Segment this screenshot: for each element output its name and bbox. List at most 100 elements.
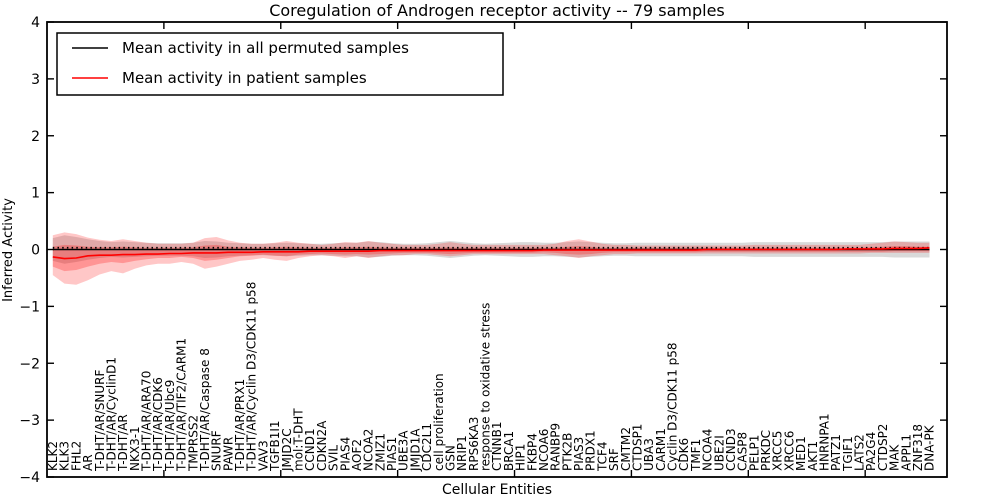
y-tick-label: 3 [31, 72, 40, 88]
x-tick-label: HIP1 [514, 444, 528, 471]
x-tick-label: LATS2 [853, 434, 867, 471]
line-patient-mean [52, 247, 930, 260]
legend-label-permuted: Mean activity in all permuted samples [122, 39, 409, 57]
x-tick-label: KLK3 [58, 441, 72, 471]
x-tick-labels: KLK2KLK3FHL2ART-DHT/AR/SNURFT-DHT/AR/Cyc… [46, 282, 937, 472]
x-tick-label: NCOA2 [362, 429, 376, 471]
y-tick-label: 2 [31, 129, 40, 145]
x-tick-label: PTK2B [560, 433, 574, 471]
y-tick-labels: −4 −3 −2 −1 0 1 2 3 4 [19, 15, 40, 486]
x-tick-label: T-DHT/AR/Caspase 8 [198, 348, 212, 472]
x-tick-label: TCF4 [595, 441, 609, 472]
y-tick-label: 0 [31, 243, 40, 259]
legend-box [56, 32, 504, 96]
x-tick-label: T-DHT/AR [116, 414, 130, 472]
x-axis-label: Cellular Entities [442, 482, 552, 498]
x-tick-label: GSN [443, 445, 457, 471]
x-tick-label: RANBP9 [549, 423, 563, 471]
x-tick-label: T-DHT/AR/ARA70 [140, 371, 154, 472]
x-tick-label: AR [81, 454, 95, 471]
x-tick-label: JMJD2C [280, 428, 294, 472]
x-tick-label: PIAS4 [338, 437, 352, 471]
y-tick-label: −2 [19, 356, 40, 372]
x-tick-label: XRCC5 [771, 431, 785, 471]
x-tick-label: T-DHT/AR/CyclinD1 [105, 357, 119, 472]
x-tick-label: PIAS3 [572, 437, 586, 471]
x-tick-label: CCND1 [303, 428, 317, 471]
x-tick-label: ZNF318 [911, 424, 925, 471]
x-tick-label: HNRNPA1 [818, 413, 832, 471]
x-tick-label: SVIL [327, 445, 341, 471]
x-tick-label: cell proliferation [432, 373, 446, 471]
x-tick-label: NKX3-1 [128, 426, 142, 471]
x-tick-label: PAWR [221, 437, 235, 471]
x-tick-label: PA2G4 [864, 432, 878, 471]
x-tick-label: JMJD1A [408, 428, 422, 472]
x-tick-label: DNA-PK [923, 424, 937, 471]
x-tick-label: XRCC6 [782, 431, 796, 471]
x-tick-label: PIAS1 [385, 437, 399, 471]
x-tick-label: UBE3A [397, 430, 411, 471]
x-tick-label: PELP1 [747, 435, 761, 471]
x-tick-label: KLK2 [46, 441, 60, 471]
x-tick-label: mol:T-DHT [292, 408, 306, 471]
y-tick-label: −4 [19, 470, 40, 486]
x-tick-label: PATZ1 [829, 434, 843, 471]
x-tick-label: NRIP1 [455, 435, 469, 471]
x-tick-label: CARM1 [654, 428, 668, 471]
x-tick-label: CMTM2 [619, 427, 633, 471]
x-tick-label: UBA3 [642, 438, 656, 471]
y-tick-label: −3 [19, 413, 40, 429]
series-lines [52, 246, 930, 260]
y-tick-label: 1 [31, 186, 40, 202]
x-tick-label: PRKDC [759, 430, 773, 471]
x-tick-label: CTNNB1 [490, 421, 504, 471]
x-tick-label: CDK6 [677, 438, 691, 471]
axis-ticks [47, 21, 947, 478]
x-tick-label: T-DHT/AR/TIF2/CARM1 [175, 338, 189, 472]
legend: Mean activity in all permuted samples Me… [56, 32, 504, 96]
x-tick-label: CTDSP2 [876, 424, 890, 471]
band-patient-range-outer [52, 232, 930, 285]
x-tick-label: T-DHT/AR/SNURF [93, 370, 107, 473]
x-tick-label: T-DHT/AR/Cyclin D3/CDK11 p58 [245, 282, 259, 472]
x-tick-label: NCOA4 [701, 429, 715, 471]
x-tick-label: CCND3 [724, 428, 738, 471]
y-tick-label: −1 [19, 299, 40, 315]
x-tick-label: T-DHT/AR/CDK6 [151, 377, 165, 472]
x-tick-label: NCOA6 [537, 429, 551, 471]
x-tick-label: TGFB1I1 [268, 420, 282, 472]
x-tick-label: SNURF [210, 430, 224, 471]
x-tick-label: Cyclin D3/CDK11 p58 [666, 342, 680, 471]
x-tick-label: T-DHT/AR/PRX1 [233, 379, 247, 472]
x-tick-label: MED1 [794, 436, 808, 471]
y-axis-label: Inferred Activity [1, 198, 16, 302]
x-tick-label: CASP8 [736, 432, 750, 471]
x-tick-label: CTDSP1 [631, 424, 645, 471]
x-tick-label: CDC2L1 [420, 423, 434, 471]
y-tick-label: 4 [31, 15, 40, 31]
x-tick-label: AOF2 [350, 439, 364, 471]
x-tick-label: VAV3 [256, 440, 270, 471]
x-tick-label: BRCA1 [502, 431, 516, 471]
x-tick-label: PRDX1 [584, 430, 598, 471]
x-tick-label: TGIF1 [841, 436, 855, 472]
x-tick-label: FKBP4 [525, 433, 539, 471]
x-tick-label: CDKN2A [315, 420, 329, 471]
x-tick-label: TMPRSS2 [186, 415, 200, 472]
legend-label-patient: Mean activity in patient samples [122, 69, 367, 87]
x-tick-label: TMF1 [689, 439, 703, 472]
x-tick-label: SRF [607, 448, 621, 471]
x-tick-label: ZMIZ1 [373, 433, 387, 471]
x-tick-label: UBE2I [712, 435, 726, 471]
confidence-bands [52, 232, 930, 285]
x-tick-label: FHL2 [69, 441, 83, 471]
x-tick-label: RPS6KA3 [467, 417, 481, 471]
x-tick-label: MAK [888, 443, 902, 471]
x-tick-label: response to oxidative stress [479, 303, 493, 471]
chart-title: Coregulation of Androgen receptor activi… [269, 1, 725, 20]
x-tick-label: APPL1 [899, 434, 913, 471]
x-tick-label: AKT1 [806, 441, 820, 471]
